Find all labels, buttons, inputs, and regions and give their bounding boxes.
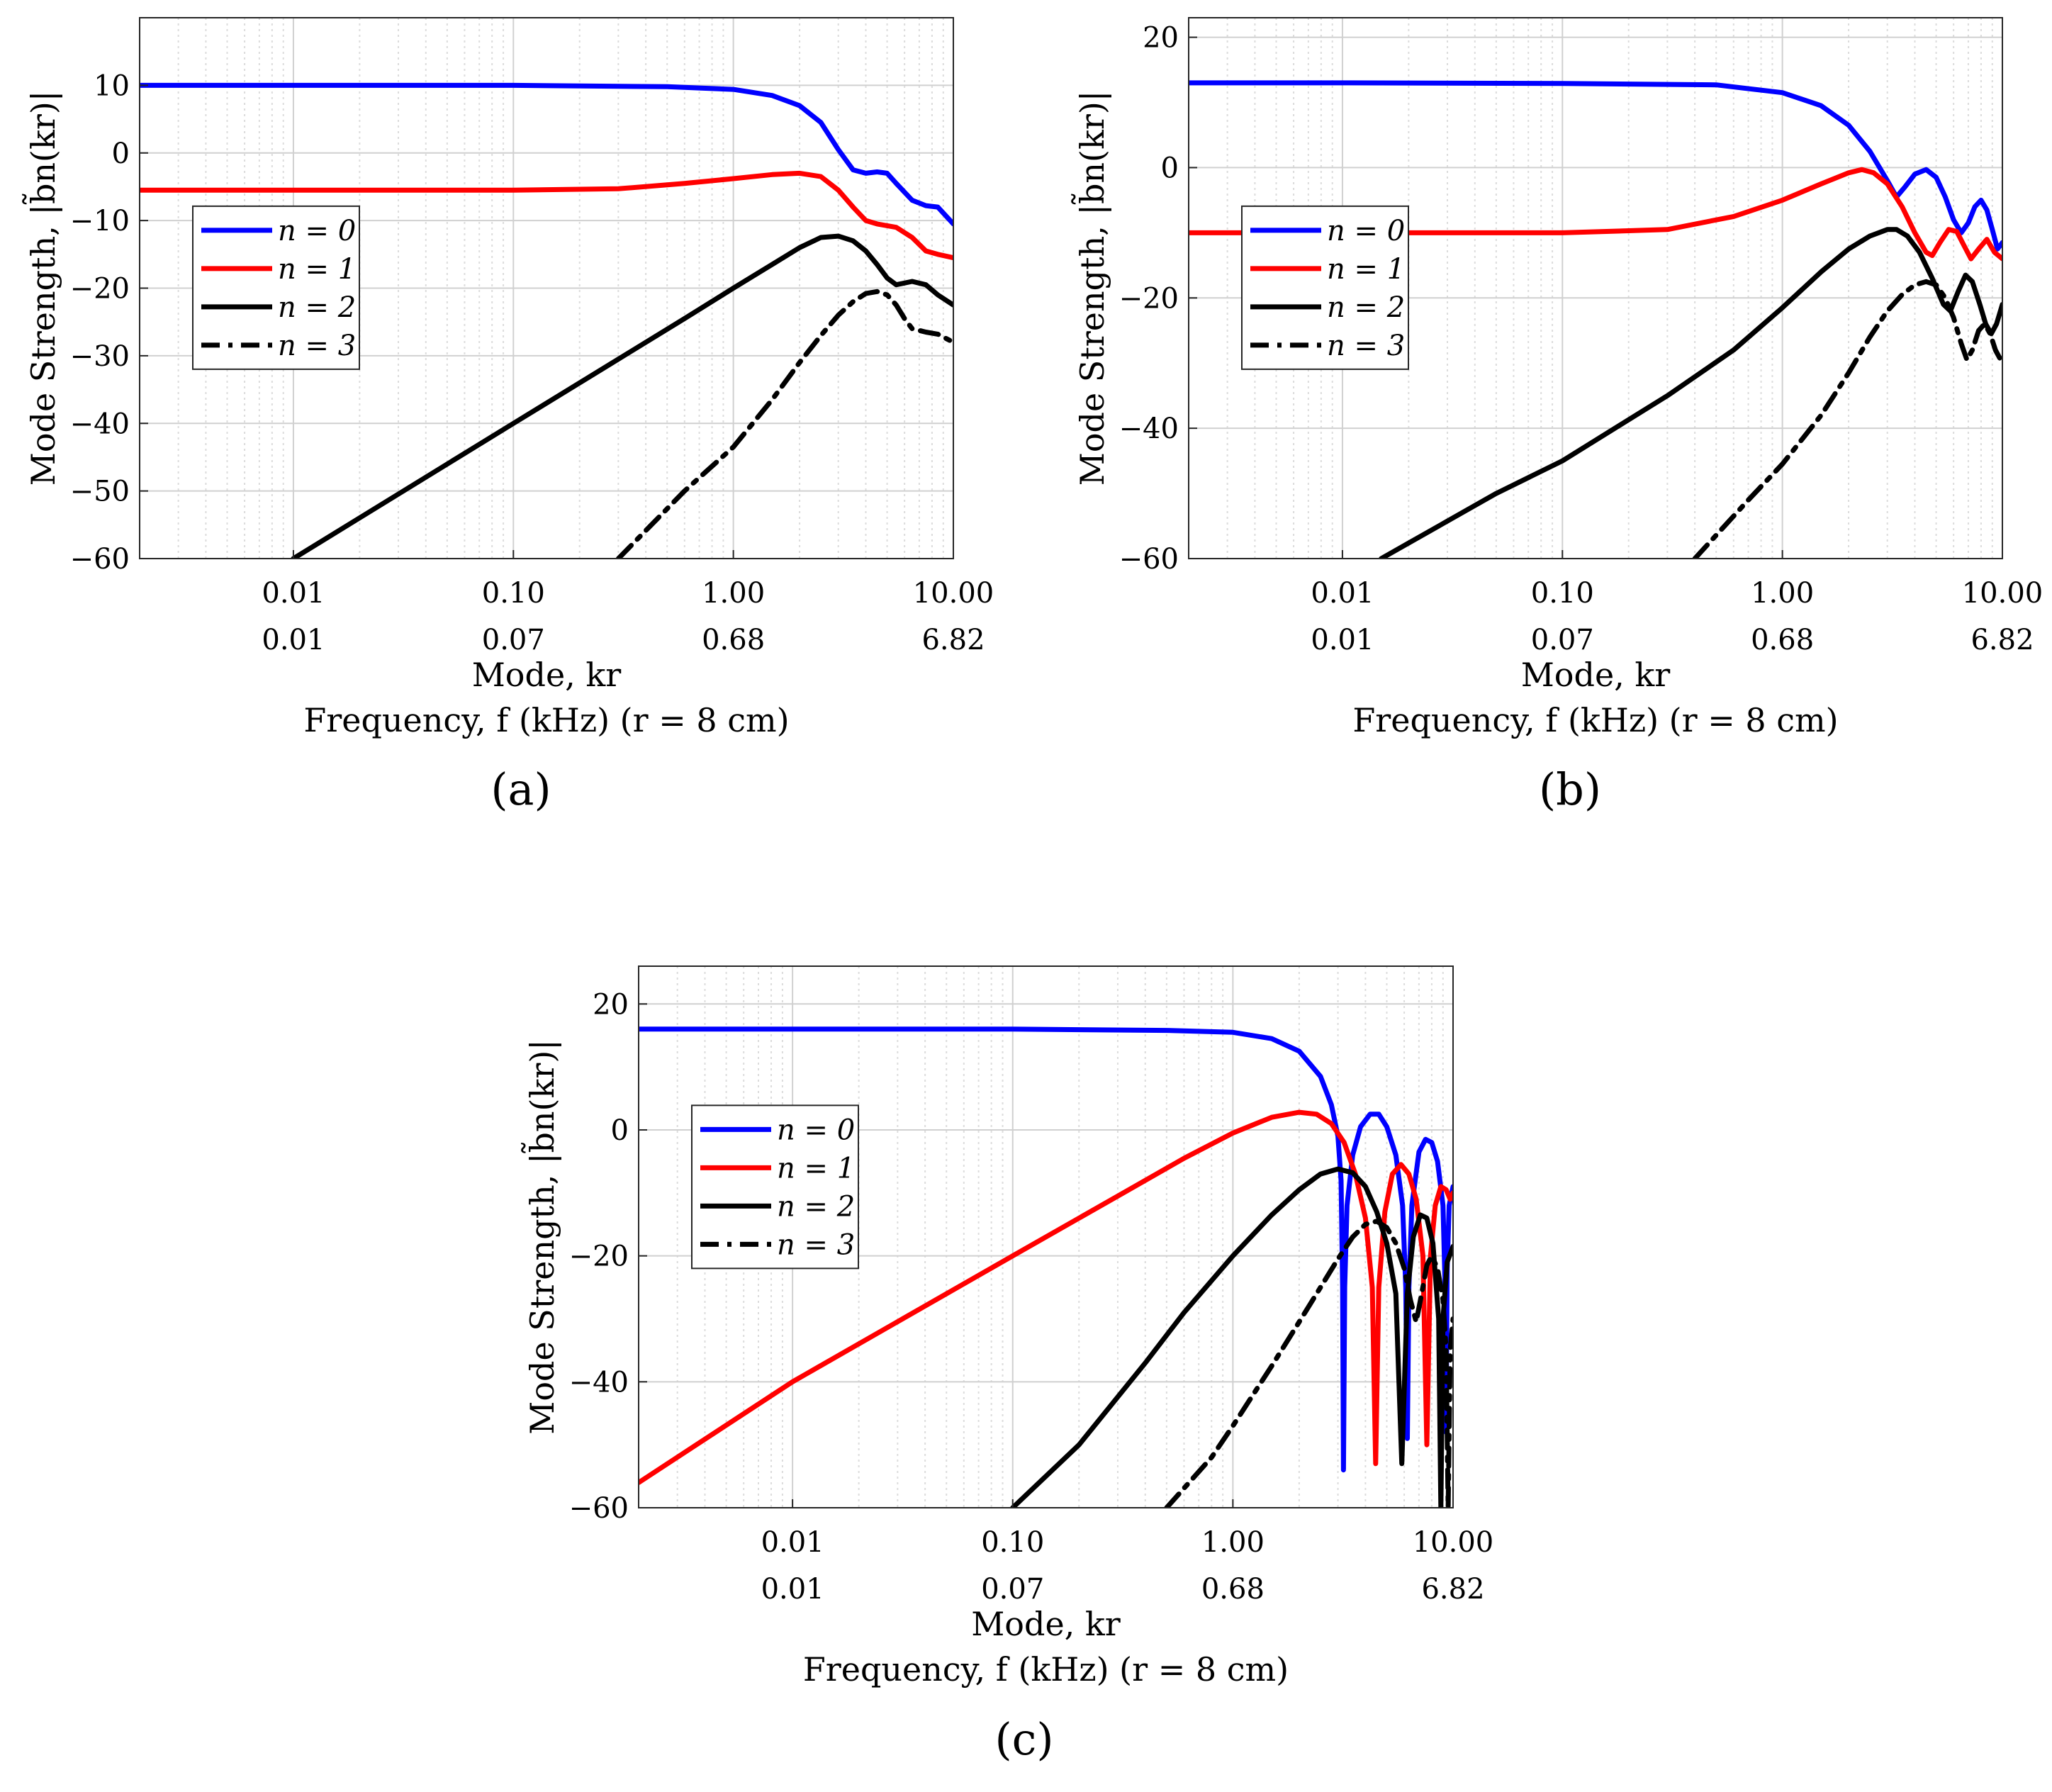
legend-box [691, 1104, 859, 1270]
series-line-n0 [1189, 80, 2002, 252]
series-line-n2 [1379, 227, 2002, 559]
x-tick-label: 0.01 [262, 577, 325, 610]
x-tick-label-frequency: 0.07 [1531, 624, 1594, 656]
x-tick-label: 1.00 [702, 577, 765, 610]
legend-label: n = 0 [278, 215, 356, 247]
series-line-n3 [615, 289, 953, 559]
series-line-n3 [1164, 1219, 1453, 1508]
legend-label: n = 0 [1327, 215, 1405, 247]
legend-box [192, 205, 360, 370]
y-axis-label: Mode Strength, |b̃n(kr)| [521, 1039, 561, 1435]
series-group [140, 82, 953, 559]
legend-label: n = 1 [278, 253, 356, 286]
series-line-n1 [140, 170, 953, 261]
y-tick-label: 0 [1161, 152, 1179, 184]
y-axis-label: Mode Strength, |b̃n(kr)| [1071, 91, 1111, 486]
x-axis-label: Mode, kr [971, 1605, 1121, 1643]
y-tick-label: 20 [593, 988, 629, 1021]
y-tick-label: 0 [112, 138, 130, 170]
x-tick-label: 10.00 [913, 577, 994, 610]
legend: n = 0 n = 1 n = 2 n = 3 [691, 1104, 859, 1270]
y-tick-label: −20 [1119, 282, 1179, 315]
x-tick-label: 0.10 [981, 1526, 1044, 1559]
x-tick-label-frequency: 0.68 [702, 624, 765, 656]
x-tick-label-frequency: 0.07 [482, 624, 545, 656]
legend: n = 0 n = 1 n = 2 n = 3 [192, 205, 360, 370]
chart-c: −60 −40 −20 0 20 0.01 0.01 0.10 0.07 1.00 0.68 10.0… [521, 965, 1494, 1765]
y-tick-label: −30 [70, 340, 130, 373]
legend-label: n = 2 [777, 1190, 855, 1223]
legend: n = 0 n = 1 n = 2 n = 3 [1241, 205, 1409, 370]
panel-label: (a) [490, 763, 551, 815]
x-tick-label-frequency: 0.07 [981, 1573, 1044, 1606]
y-tick-label: −10 [70, 205, 130, 237]
x-tick-label-frequency: 0.01 [1311, 624, 1374, 656]
legend-box [1241, 205, 1409, 370]
x-tick-label: 10.00 [1962, 577, 2043, 610]
x-axis-label: Mode, kr [472, 656, 622, 694]
series-line-n0 [639, 1026, 1453, 1473]
legend-label: n = 1 [1327, 253, 1405, 286]
series-line-n1 [1189, 167, 2002, 262]
y-tick-label: −40 [1119, 413, 1179, 445]
y-tick-label: −60 [70, 543, 130, 576]
y-axis-label: Mode Strength, |b̃n(kr)| [22, 91, 62, 486]
chart-a: −60 −50 −40 −30 −20 −10 0 10 0.01 0.01 0.10 0.07 1.0… [22, 17, 994, 815]
x-axis-label: Mode, kr [1521, 656, 1671, 694]
legend-label: n = 3 [278, 330, 356, 362]
x-axis-label-frequency: Frequency, f (kHz) (r = 8 cm) [1352, 701, 1838, 739]
x-tick-label: 1.00 [1201, 1526, 1265, 1559]
legend-label: n = 1 [777, 1152, 855, 1185]
axes-frame [1188, 17, 2003, 559]
x-tick-label: 0.01 [761, 1526, 824, 1559]
x-tick-label: 0.10 [482, 577, 545, 610]
legend-label: n = 2 [278, 291, 356, 324]
x-tick-label: 0.01 [1311, 577, 1374, 610]
x-tick-label-frequency: 0.01 [761, 1573, 824, 1606]
legend-label: n = 3 [777, 1228, 855, 1261]
x-tick-label-frequency: 0.01 [262, 624, 325, 656]
series-line-n0 [140, 82, 953, 227]
legend-label: n = 2 [1327, 291, 1405, 324]
x-axis-label-frequency: Frequency, f (kHz) (r = 8 cm) [303, 701, 789, 739]
y-tick-label: −40 [70, 408, 130, 440]
x-tick-label-frequency: 6.82 [921, 624, 985, 656]
y-tick-label: −20 [569, 1241, 629, 1273]
x-tick-label-frequency: 0.68 [1201, 1573, 1265, 1606]
x-tick-label: 10.00 [1413, 1526, 1494, 1559]
x-tick-label: 1.00 [1751, 577, 1814, 610]
legend-label: n = 0 [777, 1114, 855, 1146]
y-tick-label: −20 [70, 273, 130, 306]
x-tick-label-frequency: 6.82 [1970, 624, 2034, 656]
series-line-n2 [291, 233, 953, 559]
series-group [1189, 80, 2002, 559]
chart-b: −60 −40 −20 0 20 0.01 0.01 0.10 0.07 1.00 0.68 10.0… [1071, 17, 2043, 815]
x-tick-label-frequency: 0.68 [1751, 624, 1814, 656]
y-tick-label: −50 [70, 476, 130, 508]
series-line-n2 [1010, 1166, 1453, 1508]
y-tick-label: 0 [611, 1114, 629, 1147]
y-tick-label: 10 [94, 69, 130, 102]
legend-label: n = 3 [1327, 330, 1405, 362]
axes-frame [638, 965, 1454, 1508]
y-tick-label: 20 [1143, 22, 1179, 55]
y-tick-label: −40 [569, 1366, 629, 1399]
x-tick-label-frequency: 6.82 [1421, 1573, 1484, 1606]
y-tick-label: −60 [1119, 543, 1179, 576]
series-group [639, 1026, 1453, 1508]
series-line-n3 [1692, 279, 2002, 559]
y-tick-label: −60 [569, 1492, 629, 1525]
x-tick-label: 0.10 [1531, 577, 1594, 610]
panel-label: (b) [1539, 763, 1601, 815]
panel-label: (c) [994, 1713, 1053, 1765]
x-axis-label-frequency: Frequency, f (kHz) (r = 8 cm) [803, 1650, 1289, 1689]
